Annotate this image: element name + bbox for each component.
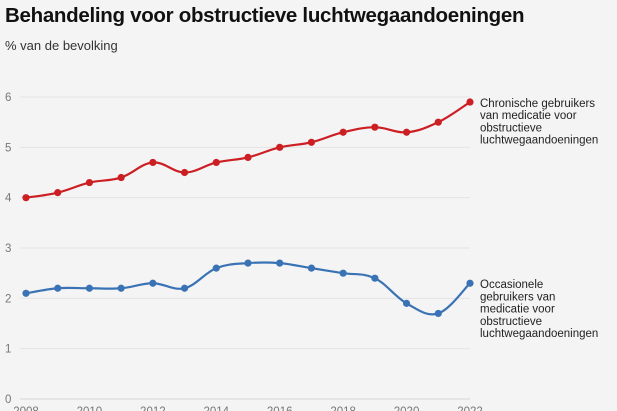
data-point[interactable] [434,309,442,318]
data-point[interactable] [339,269,347,277]
chart-title: Behandeling voor obstructieve luchtwegaa… [5,4,525,27]
data-point[interactable] [434,118,442,126]
x-tick-label: 2022 [457,406,483,411]
x-tick-label: 2012 [140,406,166,411]
y-tick-label: 2 [5,293,11,305]
series-2 [22,259,474,318]
y-tick-label: 3 [5,243,11,255]
y-tick-label: 1 [5,344,11,356]
y-tick-label: 5 [5,142,11,154]
data-point[interactable] [244,259,252,267]
series-label: Occasionele gebruikers van medicatie voor o… [480,279,598,340]
data-point[interactable] [466,279,474,287]
data-point[interactable] [371,123,379,131]
x-tick-label: 2008 [13,406,39,411]
data-point[interactable] [307,264,316,272]
chart-subtitle: % van de bevolking [5,38,118,53]
data-point[interactable] [54,284,62,292]
data-point[interactable] [371,274,379,282]
x-tick-label: 2018 [330,406,356,411]
x-tick-label: 2020 [394,406,420,411]
data-point[interactable] [85,178,94,187]
series-label: Chronische gebruikers van medicatie voor o… [480,98,598,147]
data-point[interactable] [117,173,125,182]
data-point[interactable] [54,189,62,197]
data-point[interactable] [402,128,411,136]
y-tick-label: 6 [5,92,11,104]
data-point[interactable] [22,194,30,202]
x-axis-ticks: 2008 2010 2012 2014 2016 2018 2020 2022 [13,406,483,411]
data-point[interactable] [180,168,189,177]
data-point[interactable] [402,299,411,307]
data-point[interactable] [276,143,284,151]
x-tick-label: 2016 [267,406,293,411]
data-point[interactable] [244,153,252,161]
data-point[interactable] [466,98,474,106]
data-point[interactable] [212,158,220,167]
data-point[interactable] [307,138,316,146]
y-axis-ticks: 0 1 2 3 4 5 6 [5,92,12,406]
data-point[interactable] [22,289,30,297]
data-point[interactable] [85,284,94,292]
data-point[interactable] [212,264,220,272]
data-point[interactable] [149,279,157,287]
y-tick-label: 0 [5,394,11,406]
series-layer [22,98,474,318]
series-1 [22,98,474,202]
x-tick-label: 2010 [77,406,103,411]
grid-lines [20,96,470,400]
data-point[interactable] [339,128,347,136]
data-point[interactable] [117,284,125,292]
data-point[interactable] [149,158,157,167]
y-tick-label: 4 [5,193,12,205]
data-point[interactable] [276,259,284,267]
x-tick-label: 2014 [203,406,229,411]
data-point[interactable] [180,284,189,292]
series-labels: Chronische gebruikers van medicatie voor o… [480,98,598,340]
